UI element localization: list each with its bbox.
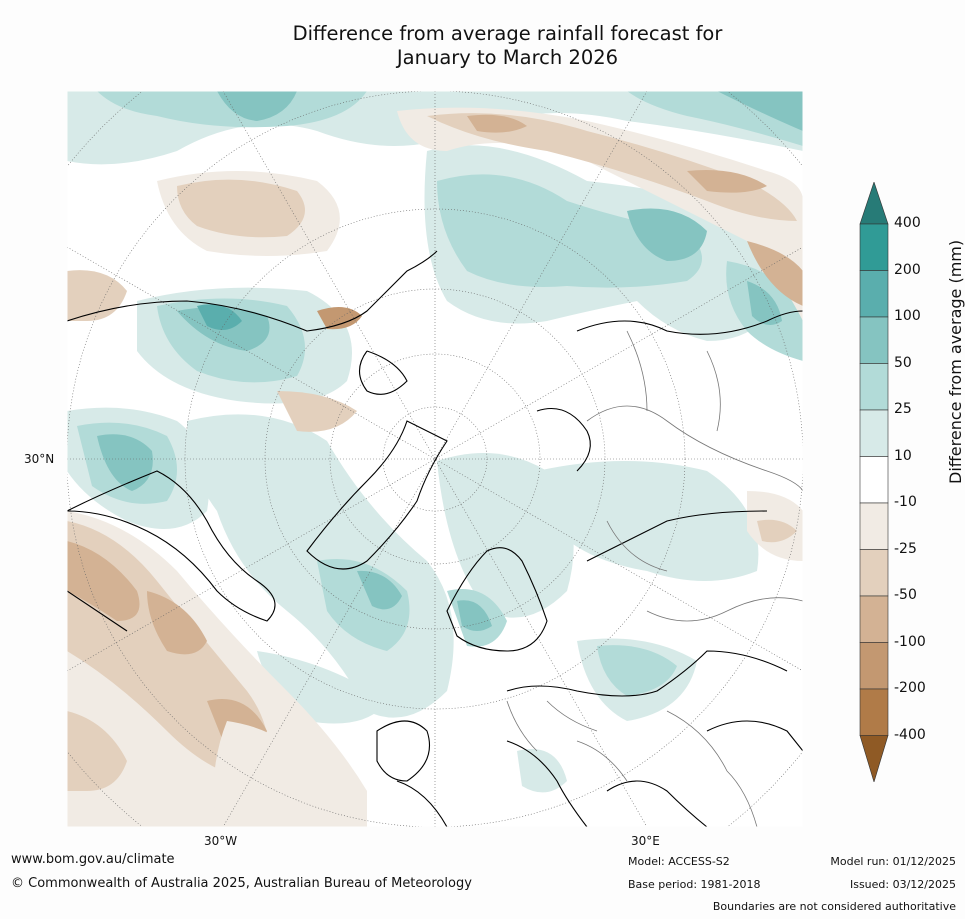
colorbar-tick-label: -200 bbox=[894, 680, 926, 696]
title-line-1: Difference from average rainfall forecas… bbox=[292, 22, 723, 45]
colorbar-segments bbox=[859, 182, 889, 782]
colorbar-tick-label: 50 bbox=[894, 354, 912, 371]
scandinavia-coast bbox=[446, 547, 548, 652]
colorbar-tick-label: -400 bbox=[894, 726, 926, 743]
colorbar-segment bbox=[859, 270, 889, 318]
colorbar-segment bbox=[859, 456, 889, 504]
colorbar-tick-label: -50 bbox=[894, 587, 917, 603]
colorbar-segment bbox=[859, 363, 889, 411]
rainfall-anomaly-map bbox=[67, 91, 803, 827]
lat-label-30n: 30°N bbox=[24, 452, 55, 466]
colorbar-tick-label: 400 bbox=[894, 215, 921, 231]
footer-issued: Issued: 03/12/2025 bbox=[849, 878, 956, 891]
colorbar-tick-label: 200 bbox=[894, 261, 921, 278]
graticule bbox=[67, 91, 803, 827]
lon-label-30w: 30°W bbox=[204, 834, 238, 848]
footer-model-run: Model run: 01/12/2025 bbox=[830, 855, 956, 868]
colorbar-segment bbox=[859, 549, 889, 597]
footer-base-period: Base period: 1981-2018 bbox=[628, 878, 761, 891]
colorbar-tick-label: -100 bbox=[894, 633, 926, 650]
wet-anomaly-regions bbox=[67, 91, 803, 810]
footer-url: www.bom.gov.au/climate bbox=[11, 852, 175, 867]
colorbar-tick-label: -10 bbox=[894, 494, 917, 510]
colorbar-tick-label: 100 bbox=[894, 308, 921, 324]
colorbar-segment bbox=[859, 223, 889, 271]
colorbar-tick-label: 10 bbox=[894, 447, 912, 464]
footer-copyright: © Commonwealth of Australia 2025, Austra… bbox=[11, 876, 472, 891]
colorbar-segment bbox=[859, 688, 889, 736]
colorbar-segment bbox=[859, 316, 889, 364]
colorbar-extend-bottom bbox=[859, 735, 889, 782]
colorbar-segment bbox=[859, 642, 889, 690]
colorbar-tick-label: 25 bbox=[894, 401, 912, 417]
colorbar bbox=[859, 182, 889, 782]
colorbar-extend-top bbox=[859, 182, 889, 225]
footer-model: Model: ACCESS-S2 bbox=[628, 855, 730, 868]
colorbar-segment bbox=[859, 409, 889, 457]
map-title: Difference from average rainfall forecas… bbox=[180, 22, 835, 70]
colorbar-segment bbox=[859, 595, 889, 643]
footer-disclaimer: Boundaries are not considered authoritat… bbox=[712, 900, 956, 913]
coastlines bbox=[67, 250, 803, 827]
country-borders bbox=[506, 330, 803, 827]
colorbar-segment bbox=[859, 502, 889, 550]
colorbar-title: Difference from average (mm) bbox=[946, 239, 965, 484]
greenland-coast bbox=[306, 420, 448, 570]
title-line-2: January to March 2026 bbox=[396, 46, 619, 69]
lon-label-30e: 30°E bbox=[631, 834, 660, 848]
colorbar-tick-label: -25 bbox=[894, 540, 917, 557]
